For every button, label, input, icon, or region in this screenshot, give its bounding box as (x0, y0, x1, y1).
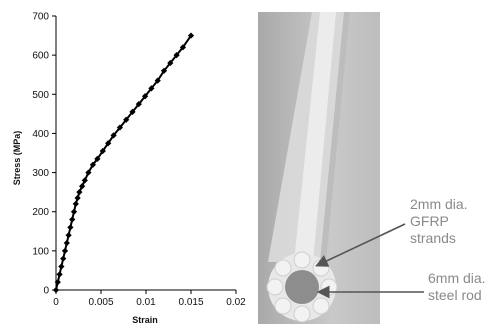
stress-strain-line (55, 35, 192, 291)
steel-rod-core (285, 270, 319, 304)
data-point (61, 247, 69, 254)
data-points (52, 32, 195, 294)
y-tick-label: 300 (32, 168, 49, 179)
data-point (129, 108, 136, 116)
y-tick-label: 600 (32, 51, 49, 62)
data-point (56, 271, 63, 278)
data-point (76, 189, 83, 196)
gfrp-pointer-line (315, 223, 406, 267)
data-point (99, 147, 106, 155)
data-point (70, 208, 78, 215)
data-point (74, 194, 81, 202)
y-tick-label: 200 (32, 207, 49, 218)
data-point (89, 161, 97, 168)
gfrp-strands-label: 2mm dia. GFRP strands (410, 196, 468, 246)
data-point (148, 85, 155, 92)
y-tick-label: 400 (32, 129, 49, 140)
y-tick-label: 0 (43, 286, 49, 297)
data-point (81, 177, 88, 184)
data-point (179, 44, 187, 51)
y-axis-ticks: 0 100 200 300 400 500 600 700 (32, 12, 56, 297)
x-tick-label: 0 (53, 297, 59, 308)
data-point (94, 155, 101, 162)
y-tick-label: 500 (32, 90, 49, 101)
x-tick-label: 0.015 (178, 297, 203, 308)
data-point (78, 183, 86, 190)
stress-strain-chart: 0 100 200 300 400 500 600 700 0 0.005 0.01 0.015 0.… (12, 12, 246, 324)
data-point (72, 200, 79, 207)
data-point (154, 77, 161, 84)
data-point (65, 232, 72, 239)
data-point (187, 32, 195, 39)
data-point (110, 132, 117, 139)
y-tick-label: 100 (32, 246, 49, 257)
data-point (167, 59, 174, 67)
x-axis-title: Strain (132, 315, 158, 324)
x-tick-label: 0.02 (226, 297, 246, 308)
data-point (160, 67, 168, 74)
data-point (105, 140, 112, 147)
y-axis-title: Stress (MPa) (12, 131, 22, 186)
data-point (67, 224, 74, 231)
gfrp-rod-photo (258, 12, 380, 324)
rod-strand-shadow (320, 12, 350, 262)
data-point (123, 116, 130, 123)
data-point (135, 100, 142, 108)
x-tick-label: 0.01 (136, 297, 156, 308)
data-point (116, 124, 124, 131)
y-tick-label: 700 (32, 12, 49, 23)
data-point (63, 239, 70, 247)
data-point (85, 169, 92, 176)
x-tick-label: 0.005 (88, 297, 113, 308)
steel-rod-label: 6mm dia. steel rod (428, 270, 486, 303)
rod-highlight (294, 12, 336, 262)
